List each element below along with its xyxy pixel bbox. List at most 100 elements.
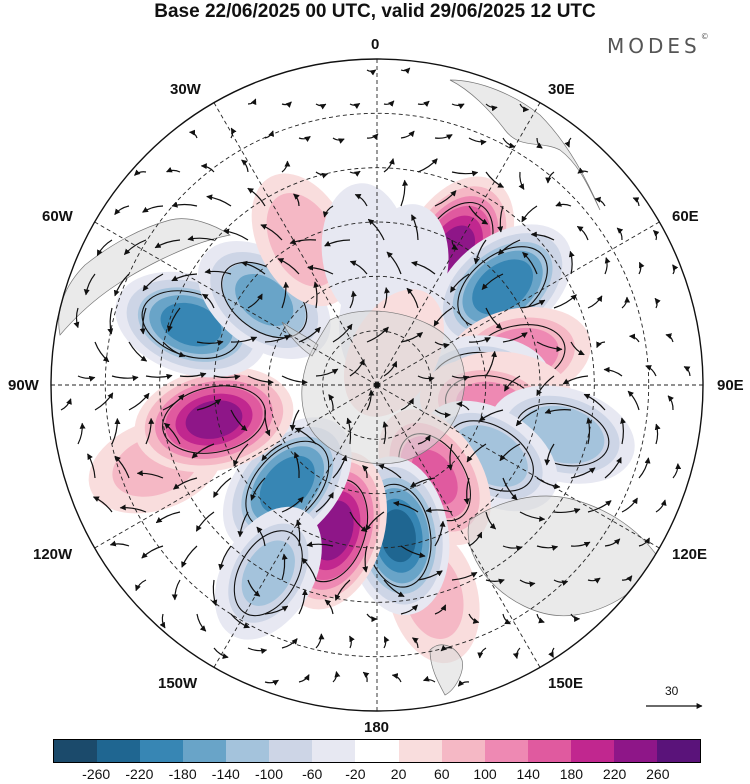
latitude-circle — [213, 221, 541, 549]
colorbar-cell — [183, 740, 227, 762]
wind-vector — [260, 224, 283, 241]
wind-vector — [417, 570, 443, 581]
wind-vector — [412, 637, 419, 649]
wind-vector — [315, 368, 339, 377]
wind-vector — [485, 578, 505, 585]
wind-vector — [654, 297, 661, 309]
wind-vector — [604, 538, 621, 547]
wind-vector — [391, 673, 402, 683]
wind-vector — [128, 392, 150, 411]
wind-vector — [306, 541, 334, 548]
wind-vector — [544, 443, 555, 466]
wind-vector — [553, 508, 581, 514]
brand-logo: MODES© — [607, 32, 709, 58]
wind-vector — [400, 545, 426, 559]
wind-vector — [587, 500, 612, 513]
wind-vector — [400, 179, 409, 207]
wind-vector — [621, 296, 631, 309]
wind-vector — [295, 519, 302, 547]
wind-vector — [109, 540, 130, 547]
wind-vector — [247, 647, 268, 655]
wind-vector — [362, 545, 369, 573]
colorbar-tick-label: 220 — [602, 766, 627, 782]
wind-vector — [570, 541, 591, 548]
wind-vector — [570, 613, 581, 622]
brand-mark: © — [700, 32, 709, 41]
wind-vector — [603, 366, 623, 377]
wind-vector — [298, 326, 321, 343]
wind-vector — [451, 571, 478, 581]
wind-vector — [142, 205, 164, 213]
coastlines — [58, 79, 661, 696]
wind-vector — [478, 409, 504, 422]
wind-vector — [128, 341, 148, 362]
wind-vector — [451, 170, 479, 177]
wind-vector — [544, 408, 572, 414]
wind-vector — [315, 103, 327, 110]
wind-vector — [349, 260, 368, 275]
wind-vector — [536, 137, 543, 149]
latitude-circle — [159, 167, 595, 603]
wind-vector — [434, 520, 446, 547]
wind-vector — [181, 545, 198, 568]
wind-vector — [155, 511, 181, 524]
colorbar-tick-label: 180 — [559, 766, 584, 782]
wind-vector — [250, 477, 266, 501]
wind-vector — [417, 434, 431, 445]
wind-vector — [519, 511, 546, 522]
wind-vector — [481, 273, 504, 290]
wind-vector — [365, 511, 385, 532]
wind-vector — [315, 171, 328, 179]
wind-vector — [594, 196, 606, 207]
wind-vector — [349, 290, 357, 309]
new-zealand-outline — [429, 644, 463, 696]
lon-label-120e: 120E — [672, 546, 708, 563]
colorbar-cell — [656, 740, 700, 762]
wind-vector — [264, 605, 289, 615]
wind-vector — [204, 268, 232, 275]
wind-vector — [417, 375, 435, 383]
wind-vector — [173, 477, 198, 490]
colorbar-tick-label: 140 — [516, 766, 540, 782]
wind-vector — [237, 511, 249, 538]
wind-vector — [366, 326, 389, 343]
wind-vector — [94, 341, 110, 363]
wind-vector — [463, 477, 470, 505]
wind-vector — [195, 511, 215, 532]
lon-label-60w: 60W — [42, 208, 73, 225]
wind-vector — [386, 251, 402, 275]
wind-vector — [502, 477, 518, 501]
wind-vector — [568, 250, 575, 275]
wind-vector — [515, 409, 538, 427]
wind-vector — [621, 497, 638, 513]
wind-vector — [653, 229, 660, 241]
wind-vector — [383, 100, 395, 107]
wind-vector — [83, 273, 96, 296]
wind-vector — [383, 287, 391, 309]
wind-vector — [166, 166, 181, 173]
wind-vector — [123, 239, 147, 255]
wind-vector — [332, 137, 345, 144]
wind-vector — [377, 463, 402, 479]
colorbar-tick-label: -100 — [254, 766, 284, 782]
wind-vector — [410, 477, 436, 488]
wind-vector — [583, 393, 606, 411]
wind-vector — [189, 129, 198, 139]
wind-vector — [87, 453, 96, 479]
wind-vector — [293, 451, 300, 479]
wind-vector — [346, 417, 353, 445]
wind-vector — [60, 398, 72, 411]
latitude-circle — [104, 112, 650, 658]
wind-vector — [468, 531, 483, 547]
wind-vector — [672, 463, 682, 479]
wind-vector — [324, 239, 351, 247]
wind-vector — [512, 647, 521, 659]
wind-vector — [638, 537, 650, 547]
wind-vector — [277, 258, 300, 275]
wind-vector — [114, 455, 130, 479]
wind-vector — [519, 579, 536, 588]
wind-vector — [307, 264, 334, 275]
wind-vector — [145, 417, 155, 445]
colorbar-cell — [269, 740, 313, 762]
colorbar-cell — [226, 740, 270, 762]
